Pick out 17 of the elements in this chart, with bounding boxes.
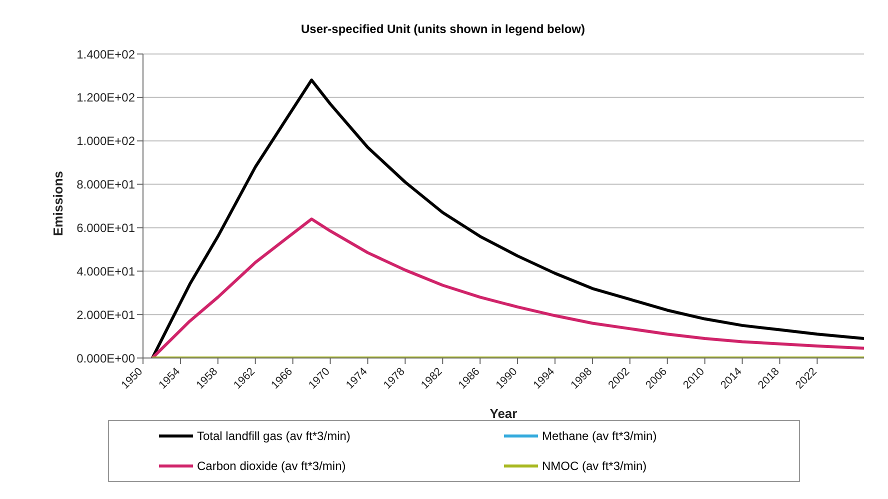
line-series	[150, 218, 864, 358]
y-axis-title: Emissions	[50, 170, 66, 236]
legend-label: NMOC (av ft*3/min)	[542, 459, 647, 473]
y-tick-label: 1.200E+02	[76, 90, 136, 105]
y-tick-label: 4.000E+01	[76, 264, 136, 278]
legend-label: Methane (av ft*3/min)	[542, 429, 657, 443]
y-tick-label: 6.000E+01	[76, 220, 136, 235]
line-series	[150, 78, 864, 358]
y-tick-label: 1.400E+02	[76, 47, 136, 62]
y-tick-label: 0.000E+00	[76, 351, 136, 366]
y-tick-label: 8.000E+01	[76, 178, 136, 192]
legend-label: Carbon dioxide (av ft*3/min)	[197, 459, 346, 473]
legend-label: Total landfill gas (av ft*3/min)	[197, 429, 350, 443]
chart-title: User-specified Unit (units shown in legend below)	[300, 21, 586, 38]
x-axis-title: Year	[490, 406, 518, 421]
y-tick-label: 1.000E+02	[76, 134, 136, 148]
y-tick-label: 2.000E+01	[76, 308, 136, 322]
